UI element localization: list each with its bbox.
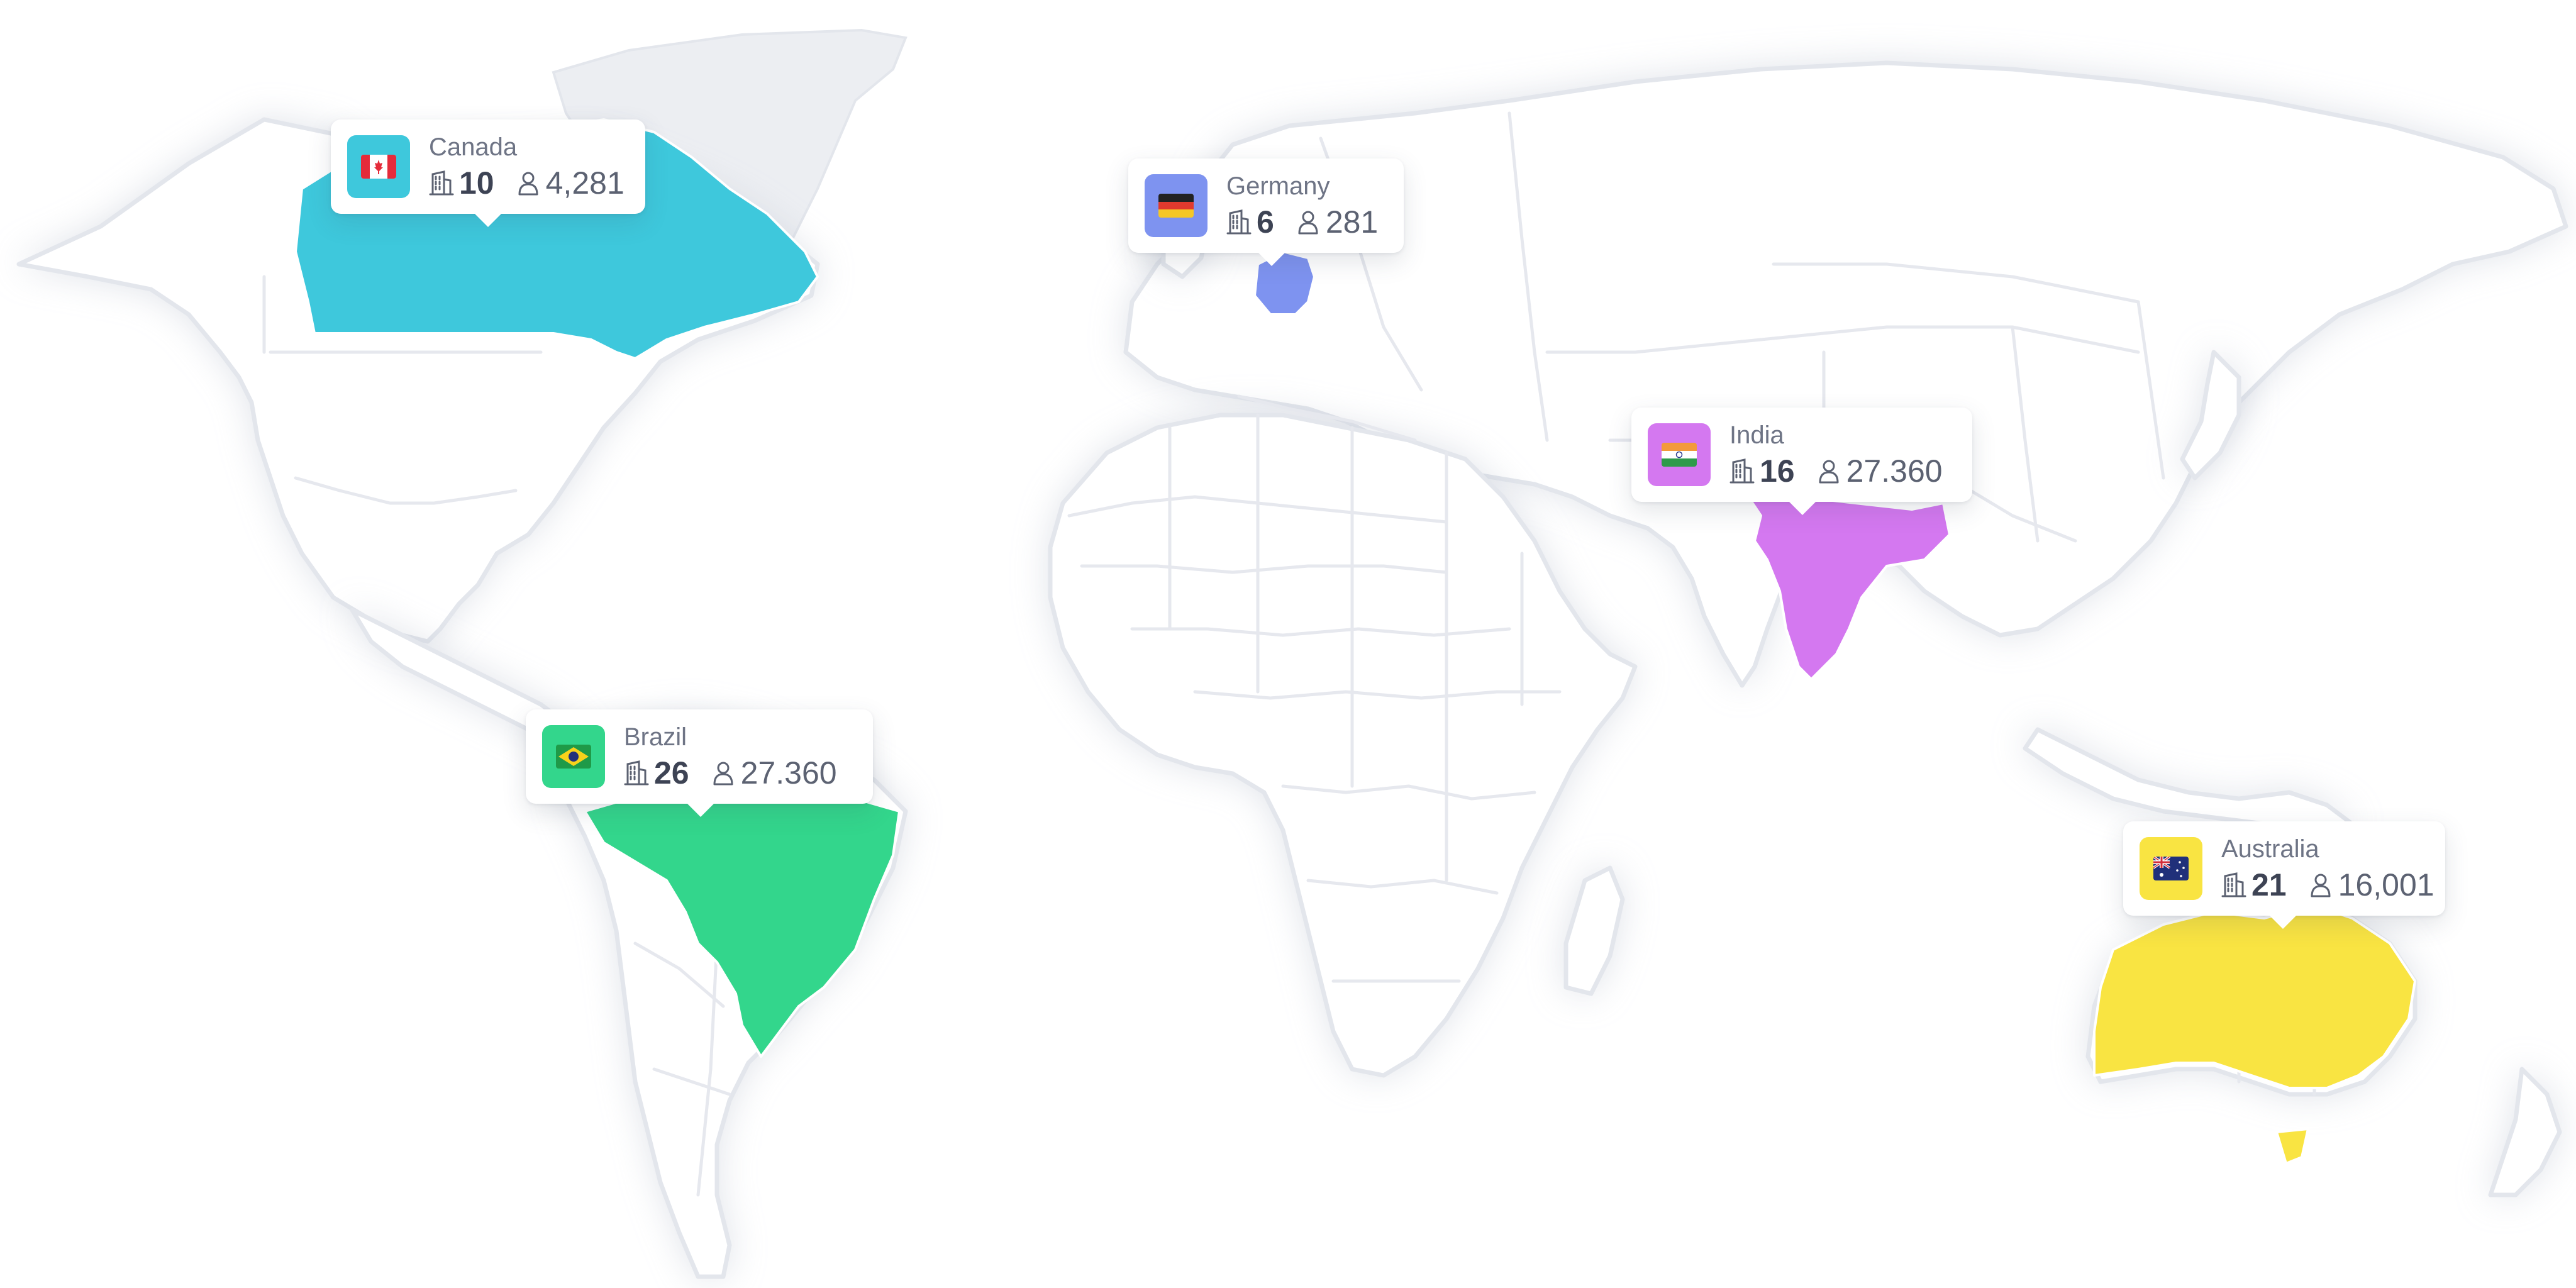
office-building-icon (1226, 208, 1252, 236)
office-building-icon (2221, 871, 2246, 899)
user-icon (1296, 208, 1321, 236)
marker-brazil[interactable]: Brazil 26 27.360 (526, 709, 873, 804)
land-eurasia (1123, 60, 2568, 688)
germany-flag-icon (1158, 194, 1194, 218)
sites-count: 6 (1257, 204, 1274, 240)
country-name: Canada (429, 133, 518, 161)
country-name: India (1729, 421, 1784, 449)
sites-count: 26 (654, 755, 689, 791)
users-count: 281 (1325, 204, 1379, 240)
country-name: Germany (1226, 172, 1330, 200)
users-count: 4,281 (545, 165, 625, 201)
country-borders (262, 111, 2316, 1197)
flag-tile-brazil (542, 725, 605, 788)
office-building-icon (429, 169, 454, 197)
country-india[interactable] (1747, 496, 1951, 680)
flag-tile-india (1648, 423, 1711, 486)
sites-count: 16 (1760, 453, 1795, 489)
users-count: 16,001 (2338, 867, 2434, 902)
user-icon (1816, 457, 1841, 485)
land-japan (2180, 350, 2241, 480)
marker-australia[interactable]: Australia 21 16,001 (2123, 821, 2445, 916)
marker-india[interactable]: India 16 27.360 (1631, 408, 1972, 502)
sites-count: 10 (459, 165, 494, 201)
country-australia-tasmania[interactable] (2275, 1128, 2309, 1165)
land-madagascar (1563, 865, 1625, 996)
user-icon (2308, 871, 2333, 899)
country-germany[interactable] (1253, 250, 1316, 316)
india-flag-icon (1662, 443, 1697, 467)
users-count: 27.360 (740, 755, 837, 791)
sites-count: 21 (2251, 867, 2287, 902)
australia-flag-icon (2153, 857, 2189, 880)
office-building-icon (624, 759, 649, 787)
land-africa (1048, 413, 1638, 1078)
flag-tile-canada (347, 135, 410, 198)
canada-flag-icon (361, 155, 396, 179)
land-indonesia (2023, 727, 2355, 833)
marker-germany[interactable]: Germany 6 281 (1128, 158, 1404, 253)
office-building-icon (1729, 457, 1755, 485)
land-new-zealand (2488, 1067, 2562, 1197)
country-name: Australia (2221, 835, 2319, 863)
flag-tile-germany (1145, 174, 1208, 237)
user-icon (516, 169, 541, 197)
users-count: 27.360 (1846, 453, 1943, 489)
user-icon (711, 759, 736, 787)
country-name: Brazil (624, 723, 687, 751)
flag-tile-australia (2140, 837, 2202, 900)
brazil-flag-icon (556, 745, 591, 769)
country-australia[interactable] (2093, 904, 2416, 1089)
marker-canada[interactable]: Canada 10 4,281 (331, 119, 645, 214)
